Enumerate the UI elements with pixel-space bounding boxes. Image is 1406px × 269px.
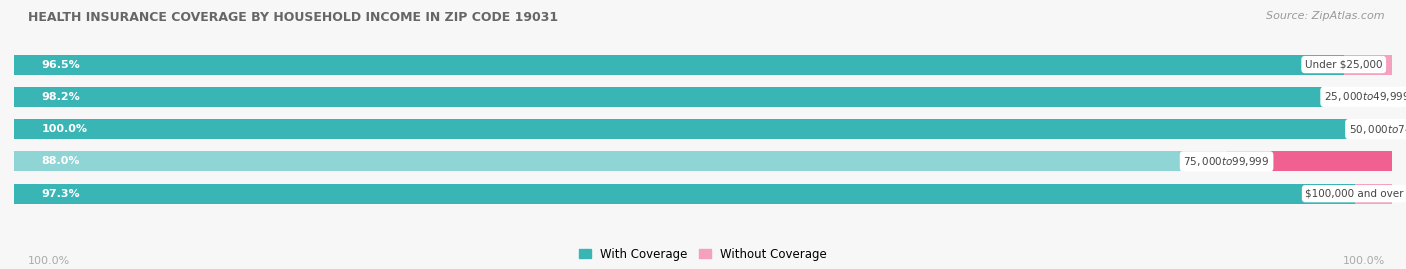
Text: $50,000 to $74,999: $50,000 to $74,999 (1348, 123, 1406, 136)
Text: HEALTH INSURANCE COVERAGE BY HOUSEHOLD INCOME IN ZIP CODE 19031: HEALTH INSURANCE COVERAGE BY HOUSEHOLD I… (28, 11, 558, 24)
Bar (14, 87, 1367, 107)
Text: 96.5%: 96.5% (42, 59, 80, 70)
Bar (14, 151, 1226, 171)
Bar (14, 55, 1392, 75)
Text: $75,000 to $99,999: $75,000 to $99,999 (1184, 155, 1270, 168)
Text: 100.0%: 100.0% (28, 256, 70, 266)
Bar (1367, 87, 1392, 107)
Bar (1355, 184, 1392, 204)
Bar (1226, 151, 1392, 171)
Bar (14, 151, 1392, 171)
Text: 97.3%: 97.3% (42, 189, 80, 199)
Legend: With Coverage, Without Coverage: With Coverage, Without Coverage (574, 243, 832, 265)
Text: $100,000 and over: $100,000 and over (1306, 189, 1405, 199)
Text: 88.0%: 88.0% (42, 156, 80, 167)
Text: Source: ZipAtlas.com: Source: ZipAtlas.com (1267, 11, 1385, 21)
Bar (14, 87, 1392, 107)
Text: Under $25,000: Under $25,000 (1305, 59, 1382, 70)
Bar (14, 184, 1355, 204)
Bar (14, 184, 1392, 204)
Text: $25,000 to $49,999: $25,000 to $49,999 (1324, 90, 1406, 103)
Bar (1344, 55, 1392, 75)
Bar (14, 55, 1344, 75)
Bar (14, 119, 1392, 139)
Text: 100.0%: 100.0% (1343, 256, 1385, 266)
Text: 100.0%: 100.0% (42, 124, 87, 134)
Bar (14, 119, 1392, 139)
Text: 98.2%: 98.2% (42, 92, 80, 102)
